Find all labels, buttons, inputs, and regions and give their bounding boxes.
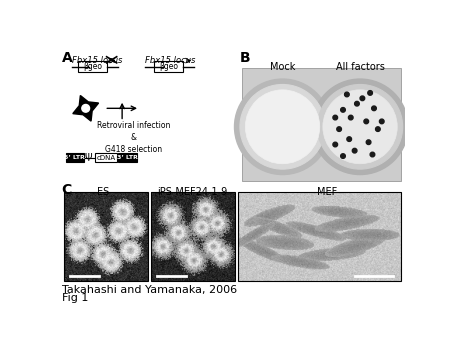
Text: Takahashi and Yamanaka, 2006: Takahashi and Yamanaka, 2006 bbox=[62, 285, 237, 295]
Text: cDNA: cDNA bbox=[96, 154, 115, 161]
Text: MEF: MEF bbox=[317, 187, 338, 197]
Text: ES: ES bbox=[97, 187, 109, 197]
FancyBboxPatch shape bbox=[154, 62, 183, 72]
Circle shape bbox=[144, 101, 158, 115]
Circle shape bbox=[376, 127, 380, 131]
FancyBboxPatch shape bbox=[242, 68, 401, 182]
Circle shape bbox=[372, 106, 376, 111]
Text: C: C bbox=[62, 183, 72, 197]
Text: βgeo: βgeo bbox=[83, 62, 102, 71]
Text: B: B bbox=[240, 51, 251, 65]
Text: 3’ LTR: 3’ LTR bbox=[117, 155, 138, 160]
Circle shape bbox=[355, 101, 359, 106]
Circle shape bbox=[370, 152, 375, 157]
Circle shape bbox=[360, 96, 364, 101]
Circle shape bbox=[379, 119, 384, 124]
FancyBboxPatch shape bbox=[66, 153, 84, 162]
Text: Ψ: Ψ bbox=[85, 152, 93, 163]
Text: Fig 1: Fig 1 bbox=[62, 293, 88, 303]
Circle shape bbox=[348, 115, 353, 120]
Circle shape bbox=[337, 127, 342, 131]
Text: iPS-MEF24-1-9: iPS-MEF24-1-9 bbox=[157, 187, 227, 197]
FancyBboxPatch shape bbox=[78, 62, 108, 72]
FancyBboxPatch shape bbox=[118, 153, 137, 162]
Text: Fbx15 locus: Fbx15 locus bbox=[145, 56, 196, 65]
Text: Fbx15 locus: Fbx15 locus bbox=[72, 56, 122, 65]
Circle shape bbox=[317, 84, 403, 169]
Text: Retroviral infection
&
G418 selection: Retroviral infection & G418 selection bbox=[97, 121, 171, 154]
Circle shape bbox=[240, 84, 325, 169]
Circle shape bbox=[352, 148, 357, 153]
Circle shape bbox=[345, 92, 349, 97]
Circle shape bbox=[234, 79, 331, 174]
Circle shape bbox=[82, 104, 90, 112]
Text: Mock: Mock bbox=[270, 62, 295, 72]
Circle shape bbox=[323, 90, 397, 164]
Circle shape bbox=[333, 115, 338, 120]
Circle shape bbox=[312, 79, 408, 174]
Circle shape bbox=[341, 107, 345, 112]
Text: A: A bbox=[62, 51, 72, 65]
Circle shape bbox=[341, 154, 345, 159]
Text: 5’ LTR: 5’ LTR bbox=[64, 155, 86, 160]
Polygon shape bbox=[73, 96, 99, 121]
Circle shape bbox=[368, 91, 373, 95]
Text: βgeo: βgeo bbox=[159, 62, 178, 71]
Circle shape bbox=[366, 140, 371, 145]
Circle shape bbox=[245, 90, 320, 164]
FancyBboxPatch shape bbox=[95, 153, 117, 162]
Text: All factors: All factors bbox=[336, 62, 384, 72]
Circle shape bbox=[333, 142, 338, 147]
Circle shape bbox=[347, 137, 351, 141]
Circle shape bbox=[364, 119, 369, 124]
